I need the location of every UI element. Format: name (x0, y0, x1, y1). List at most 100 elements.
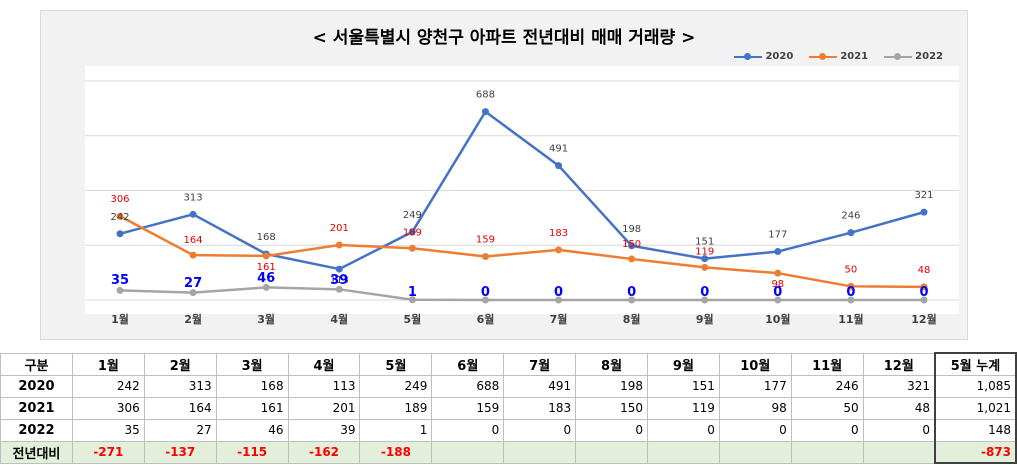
point-2020-1 (116, 230, 124, 238)
data-label-2022-3: 46 (257, 271, 275, 286)
point-2022-4 (335, 285, 343, 293)
point-2022-1 (116, 286, 124, 294)
table-cell: 151 (646, 374, 720, 398)
table-header-cell: 5월 (359, 352, 433, 376)
table-cell (646, 440, 720, 464)
point-2022-6 (481, 296, 489, 304)
point-2021-4 (335, 241, 343, 249)
data-label-2020-8: 198 (622, 224, 641, 235)
table-cell: 183 (503, 396, 577, 420)
point-2020-11 (847, 229, 855, 237)
table-cell (503, 440, 577, 464)
point-2022-10 (774, 296, 782, 304)
data-label-2020-1: 242 (110, 212, 129, 223)
data-label-2020-3: 168 (257, 232, 276, 243)
x-tick-label: 3월 (257, 312, 275, 326)
table-row: 2021 306 164 161 201 189 159 183 150 119 98 50 48 1,0… (0, 396, 1017, 420)
point-2021-7 (555, 246, 563, 254)
table-cell: 0 (862, 418, 936, 442)
table-cell: 1,085 (933, 374, 1017, 398)
data-label-2022-6: 0 (481, 285, 490, 300)
table-header-cell: 11월 (790, 352, 864, 376)
legend-swatch-2021 (809, 52, 838, 62)
data-label-2022-5: 1 (408, 285, 417, 300)
data-label-2022-1: 35 (111, 273, 129, 288)
table-cell: 39 (287, 418, 361, 442)
point-2020-10 (774, 248, 782, 256)
table-cell: 688 (431, 374, 505, 398)
data-label-2022-10: 0 (773, 285, 782, 300)
table-cell (862, 440, 936, 464)
row-label: 2021 (0, 396, 73, 420)
table-cell: 119 (646, 396, 720, 420)
table-header-cell: 구분 (0, 352, 73, 376)
data-table: 구분 1월 2월 3월 4월 5월 6월 7월 8월 9월 10월 11월 12월 5월 누계 2020 24… (0, 352, 1017, 464)
table-header-cell: 9월 (646, 352, 720, 376)
table-header-cell: 6월 (431, 352, 505, 376)
row-label: 2022 (0, 418, 73, 442)
table-cell: 189 (359, 396, 433, 420)
data-label-2020-9: 151 (695, 237, 714, 248)
point-2022-8 (628, 296, 636, 304)
table-cell: 27 (143, 418, 217, 442)
data-label-2022-9: 0 (700, 285, 709, 300)
x-tick-label: 5월 (403, 312, 421, 326)
point-2021-11 (847, 282, 855, 290)
x-tick-label: 1월 (111, 312, 129, 326)
point-2022-7 (555, 296, 563, 304)
data-label-2021-11: 50 (845, 264, 858, 275)
table-cell: 198 (575, 374, 648, 398)
table-header-cell: 3월 (215, 352, 289, 376)
data-label-2021-3: 161 (257, 262, 276, 273)
data-label-2020-10: 177 (768, 230, 787, 241)
point-2021-2 (189, 251, 197, 259)
data-label-2022-7: 0 (554, 285, 563, 300)
point-2021-9 (701, 263, 709, 271)
table-cell: 35 (71, 418, 145, 442)
point-2020-8 (628, 242, 636, 250)
legend-item-2020: 2020 (734, 51, 793, 62)
data-label-2020-7: 491 (549, 144, 568, 155)
table-cell: 306 (71, 396, 145, 420)
table-header-cell: 2월 (143, 352, 217, 376)
x-tick-label: 10월 (765, 312, 790, 326)
chart-panel: < 서울특별시 양천구 아파트 전년대비 매매 거래량 > 2020 2021 … (40, 10, 968, 340)
data-label-2021-12: 48 (918, 265, 931, 276)
row-label: 전년대비 (0, 440, 73, 464)
data-label-2022-12: 0 (919, 285, 928, 300)
data-label-2022-8: 0 (627, 285, 636, 300)
legend-swatch-2022 (884, 52, 913, 62)
table-cell: 0 (575, 418, 648, 442)
table-cell: 201 (287, 396, 361, 420)
point-2022-5 (408, 296, 416, 304)
table-header-cell: 10월 (718, 352, 792, 376)
data-label-2020-11: 246 (841, 211, 860, 222)
data-label-2022-2: 27 (184, 276, 202, 291)
table-cell: 491 (503, 374, 577, 398)
data-label-2021-8: 150 (622, 239, 641, 250)
x-tick-label: 6월 (477, 312, 495, 326)
line-chart: 1월 2월 3월 4월 5월 6월 7월 8월 9월 10월 11월 12월 242 313 168 113 2… (85, 80, 959, 326)
data-label-2021-5: 189 (403, 227, 422, 238)
series-line-2020 (119, 110, 925, 271)
legend-swatch-2020 (734, 52, 763, 62)
point-2020-12 (920, 208, 928, 216)
point-2020-9 (701, 255, 709, 263)
table-cell (718, 440, 792, 464)
point-2021-8 (628, 255, 636, 263)
table-row: 2022 35 27 46 39 1 0 0 0 0 0 0 0 148 (0, 418, 1017, 442)
table-header-cell: 1월 (71, 352, 145, 376)
row-label: 2020 (0, 374, 73, 398)
legend-label-2020: 2020 (765, 51, 794, 62)
legend-label-2021: 2021 (840, 51, 869, 62)
table-cell: 159 (431, 396, 505, 420)
data-label-2020-4: 113 (330, 275, 349, 286)
table-cell: 161 (215, 396, 289, 420)
data-label-2021-2: 164 (184, 235, 203, 246)
table-cell: 48 (862, 396, 936, 420)
x-tick-label: 7월 (550, 312, 568, 326)
table-header-cell: 8월 (575, 352, 648, 376)
x-tick-label: 9월 (696, 312, 714, 326)
point-2021-10 (774, 269, 782, 277)
data-label-2022-11: 0 (846, 285, 855, 300)
